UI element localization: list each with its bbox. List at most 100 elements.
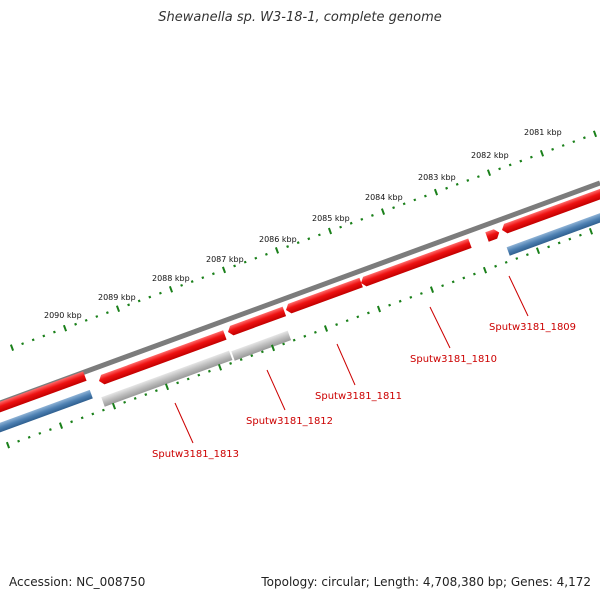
forward-gene[interactable] [226, 306, 287, 337]
kbp-label: 2081 kbp [524, 128, 562, 137]
ruler-minor-tick [462, 276, 466, 280]
ruler-minor-tick [296, 241, 300, 245]
kbp-label: 2085 kbp [312, 214, 350, 223]
ruler-minor-tick [127, 303, 131, 307]
ruler-minor-tick [211, 272, 215, 276]
forward-gene[interactable] [97, 330, 227, 385]
ruler-minor-tick [445, 186, 449, 190]
accession-text: Accession: NC_008750 [9, 575, 146, 589]
ruler-minor-tick [254, 256, 258, 260]
ruler-minor-tick [264, 252, 268, 256]
ruler-minor-tick [17, 439, 21, 443]
reverse-gene[interactable] [0, 389, 93, 434]
ruler-minor-tick [498, 167, 502, 171]
ruler-minor-tick [133, 397, 137, 400]
ruler-minor-tick [158, 291, 162, 295]
ruler-major-tick [327, 227, 333, 235]
gene-label[interactable]: Sputw3181_1809 [489, 322, 576, 333]
ruler-minor-tick [229, 362, 233, 365]
ruler-minor-tick [360, 217, 364, 221]
ruler-minor-tick [561, 144, 565, 147]
leader-line [429, 306, 451, 349]
ruler-minor-tick [286, 245, 290, 248]
gene-label[interactable]: Sputw3181_1810 [410, 354, 497, 365]
forward-gene-1811 [284, 277, 363, 315]
ruler-minor-tick [413, 198, 417, 202]
pseudogene-track [231, 330, 292, 361]
ruler-minor-tick [70, 420, 74, 424]
ruler-minor-tick [466, 179, 470, 182]
ruler-minor-tick [313, 330, 317, 334]
ruler-minor-tick [48, 428, 52, 431]
ruler-minor-tick [398, 299, 402, 303]
gene-label[interactable]: Sputw3181_1812 [246, 416, 333, 427]
genome-summary-text: Topology: circular; Length: 4,708,380 bp… [261, 575, 591, 589]
ruler-minor-tick [197, 373, 201, 377]
ruler-minor-tick [91, 412, 95, 416]
kbp-labels: 2081 kbp 2082 kbp 2083 kbp 2084 kbp 2085… [44, 128, 562, 320]
ruler-major-tick [539, 149, 545, 157]
ruler-minor-tick [423, 194, 427, 198]
kbp-label: 2087 kbp [206, 255, 244, 264]
forward-gene-left-edge [0, 371, 87, 414]
ruler-minor-tick [557, 241, 561, 245]
pseudogene[interactable] [101, 350, 233, 407]
ruler-minor-tick [578, 233, 582, 237]
gene-labels: Sputw3181_1809 Sputw3181_1810 Sputw3181_… [152, 322, 576, 460]
ruler-major-tick [486, 169, 492, 177]
forward-gene-1813 [97, 330, 227, 385]
gene-label-leaders [174, 275, 529, 444]
ruler-major-tick [111, 402, 117, 410]
ruler-major-tick [433, 188, 439, 196]
kbp-label: 2090 kbp [44, 311, 82, 320]
ruler-minor-tick [451, 280, 455, 284]
ruler-major-tick [274, 247, 280, 254]
forward-gene[interactable] [0, 371, 87, 414]
ruler-minor-tick [582, 136, 586, 140]
ruler-minor-tick [52, 330, 56, 334]
ruler-minor-tick [176, 381, 180, 385]
map-title: Shewanella sp. W3-18-1, complete genome [158, 10, 442, 25]
reverse-gene[interactable] [506, 209, 600, 256]
reverse-strand-track [506, 209, 600, 256]
forward-gene-1810 [359, 238, 472, 287]
kbp-ruler-inner [5, 227, 594, 449]
ruler-minor-tick [419, 292, 423, 295]
forward-gene[interactable] [284, 277, 363, 315]
pseudogene[interactable] [231, 330, 292, 361]
ruler-minor-tick [239, 358, 243, 361]
ruler-minor-tick [21, 342, 25, 346]
ruler-minor-tick [80, 416, 84, 420]
forward-gene-small [485, 228, 501, 242]
ruler-minor-tick [572, 140, 576, 144]
pseudogene-track [101, 350, 233, 407]
ruler-minor-tick [105, 311, 109, 315]
ruler-minor-tick [494, 264, 498, 268]
ruler-major-tick [270, 344, 276, 352]
ruler-minor-tick [455, 182, 459, 186]
forward-gene-1809 [500, 187, 600, 235]
ruler-minor-tick [42, 334, 46, 338]
ruler-major-tick [376, 305, 382, 313]
ruler-minor-tick [515, 257, 519, 260]
ruler-minor-tick [38, 431, 42, 435]
ruler-minor-tick [441, 284, 445, 288]
forward-gene[interactable] [359, 238, 472, 287]
ruler-minor-tick [282, 342, 286, 346]
ruler-minor-tick [186, 377, 190, 381]
ruler-minor-tick [137, 299, 141, 303]
ruler-major-tick [62, 324, 68, 332]
ruler-minor-tick [349, 221, 353, 225]
ruler-minor-tick [508, 163, 512, 167]
ruler-minor-tick [74, 322, 78, 326]
forward-gene[interactable] [485, 228, 501, 242]
ruler-minor-tick [207, 369, 211, 373]
ruler-major-tick [58, 422, 64, 429]
ruler-minor-tick [27, 435, 31, 439]
ruler-minor-tick [547, 245, 551, 249]
gene-label[interactable]: Sputw3181_1811 [315, 391, 402, 402]
gene-label[interactable]: Sputw3181_1813 [152, 449, 239, 460]
forward-gene[interactable] [500, 187, 600, 235]
ruler-major-tick [221, 266, 227, 274]
